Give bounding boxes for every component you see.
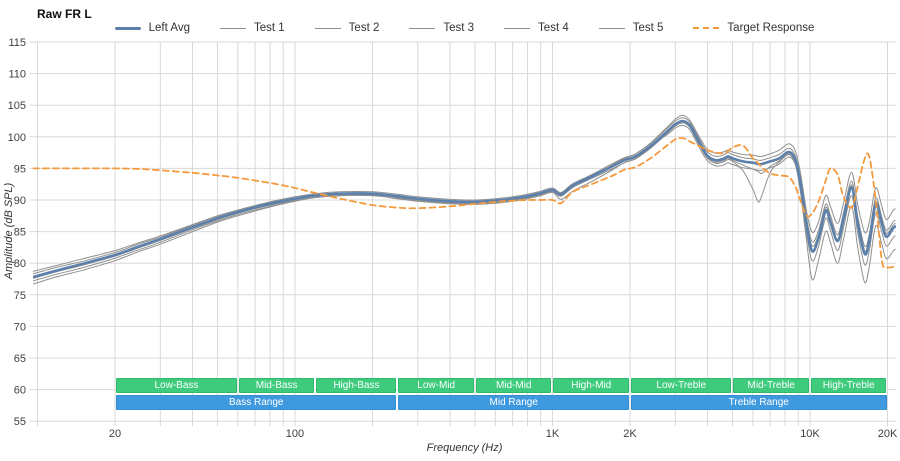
legend-label: Left Avg [148, 22, 190, 34]
y-tick-label-85: 85 [14, 227, 26, 239]
series-test-3 [33, 122, 896, 284]
x-tick-label-100: 100 [286, 428, 304, 440]
y-tick-label-60: 60 [14, 385, 26, 397]
legend: Left Avg Test 1 Test 2 Test 3 Test 4 Test 5 Ta… [33, 22, 896, 34]
legend-item-target-response[interactable]: Target Response [693, 22, 814, 34]
legend-item-test-1[interactable]: Test 1 [219, 22, 285, 34]
chart-title: Raw FR L [37, 7, 92, 21]
y-tick-label-65: 65 [14, 353, 26, 365]
band-mid-bass: Mid-Bass [238, 378, 315, 393]
y-tick-label-110: 110 [8, 69, 26, 81]
legend-item-test-3[interactable]: Test 3 [409, 22, 474, 34]
legend-label: Test 3 [443, 22, 475, 34]
band-low-treble: Low-Treble [631, 378, 732, 393]
x-tick-label-20K: 20K [878, 428, 898, 440]
legend-swatch-icon [314, 27, 341, 29]
band-high-bass: High-Bass [316, 378, 397, 393]
series-left-avg [33, 119, 896, 279]
y-tick-label-70: 70 [14, 321, 26, 333]
x-tick-label-20: 20 [109, 428, 121, 440]
y-tick-label-55: 55 [14, 416, 26, 428]
band-mid-range: Mid Range [398, 395, 629, 410]
legend-item-test-5[interactable]: Test 5 [598, 22, 664, 34]
legend-swatch-icon [504, 27, 531, 29]
legend-swatch-icon [409, 27, 436, 29]
y-tick-label-95: 95 [14, 163, 26, 175]
legend-item-left-avg[interactable]: Left Avg [114, 22, 190, 34]
legend-swatch-icon [219, 27, 246, 29]
legend-label: Target Response [727, 22, 815, 34]
y-tick-label-75: 75 [14, 290, 26, 302]
y-tick-label-90: 90 [14, 195, 26, 207]
legend-swatch-icon [598, 27, 625, 29]
band-mid-mid: Mid-Mid [475, 378, 552, 393]
y-tick-label-80: 80 [14, 258, 26, 270]
legend-label: Test 4 [538, 22, 569, 34]
legend-swatch-icon [114, 26, 141, 30]
x-tick-label-2K: 2K [623, 428, 637, 440]
legend-item-test-4[interactable]: Test 4 [504, 22, 569, 34]
band-high-treble: High-Treble [810, 378, 887, 393]
band-mid-treble: Mid-Treble [733, 378, 809, 393]
y-axis-title: Amplitude (dB SPL) [3, 182, 15, 280]
y-tick-label-105: 105 [8, 100, 26, 112]
band-low-mid: Low-Mid [398, 378, 474, 393]
legend-label: Test 1 [253, 22, 285, 34]
band-bass-range: Bass Range [116, 395, 397, 410]
x-axis-title: Frequency (Hz) [426, 442, 503, 454]
band-low-bass: Low-Bass [116, 378, 237, 393]
x-tick-label-10K: 10K [800, 428, 820, 440]
legend-label: Test 5 [632, 22, 664, 34]
legend-swatch-icon [693, 27, 720, 29]
legend-item-test-2[interactable]: Test 2 [314, 22, 380, 34]
x-tick-label-1K: 1K [546, 428, 560, 440]
y-tick-label-115: 115 [8, 37, 26, 49]
series-target-response [33, 137, 896, 269]
band-high-mid: High-Mid [553, 378, 629, 393]
y-tick-label-100: 100 [8, 132, 26, 144]
band-treble-range: Treble Range [631, 395, 887, 410]
legend-label: Test 2 [348, 22, 380, 34]
